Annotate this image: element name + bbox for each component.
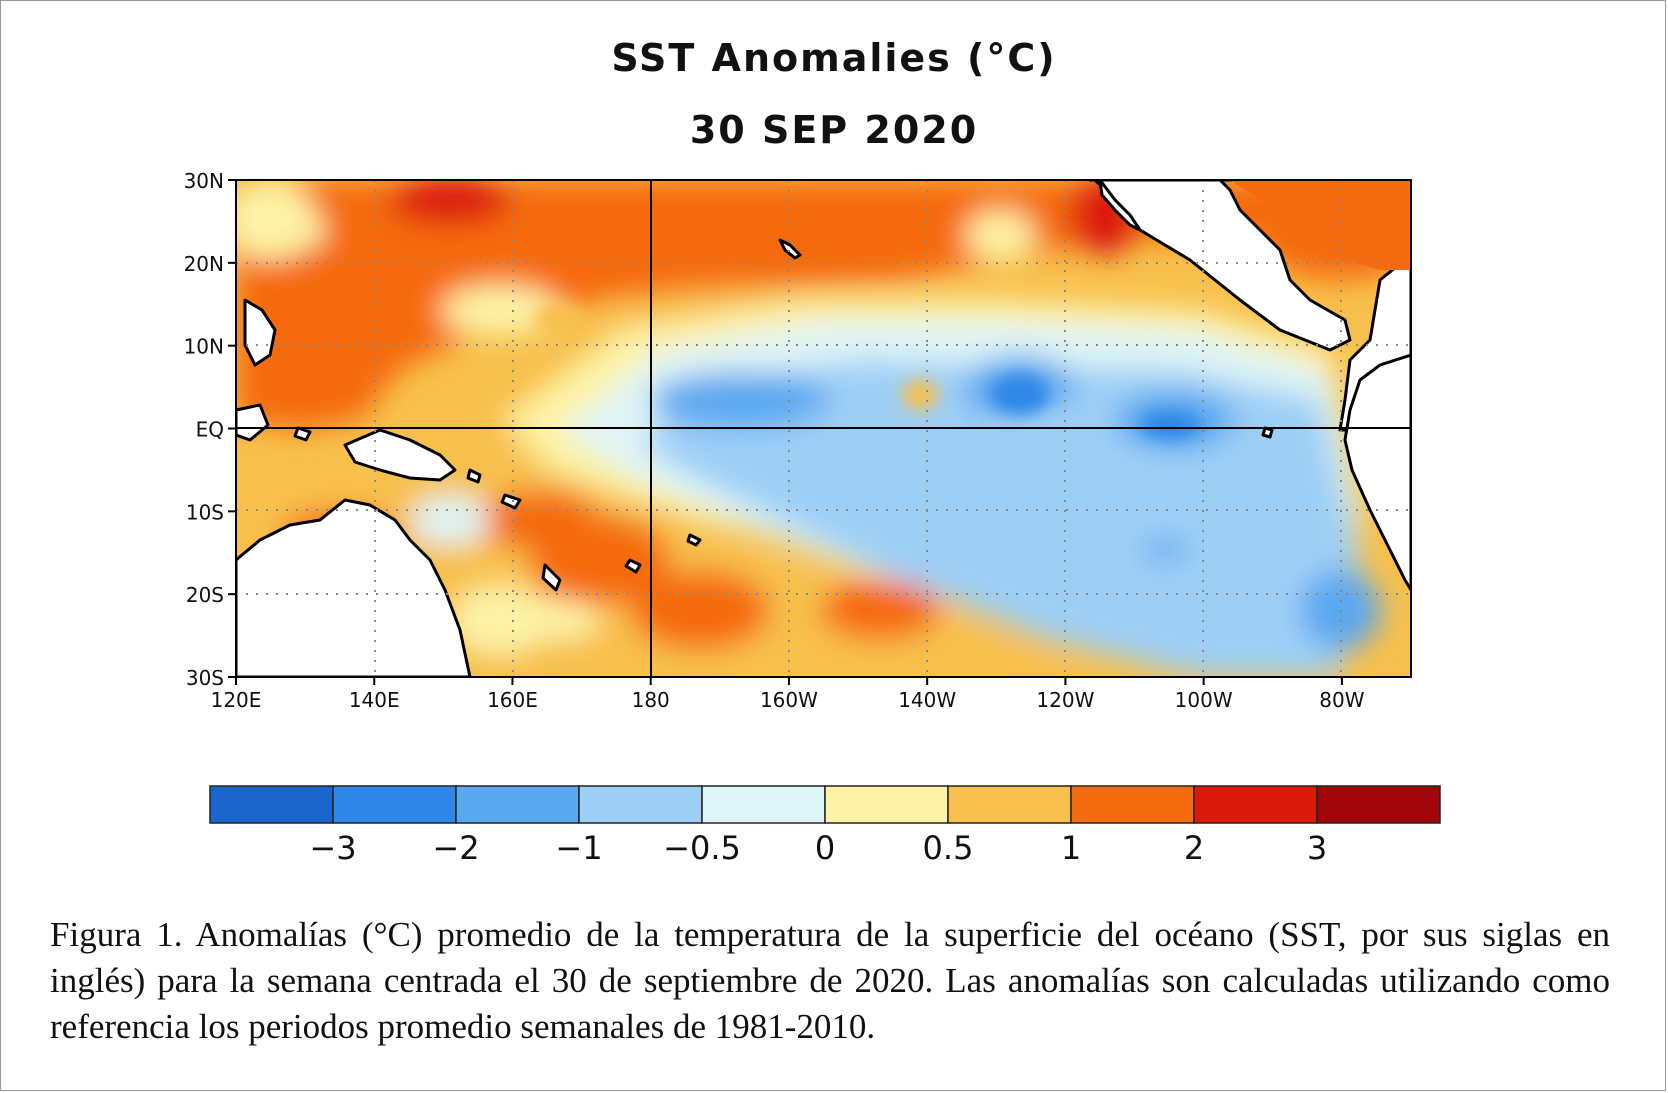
anomaly-field bbox=[236, 180, 1411, 677]
map-date: 30 SEP 2020 bbox=[689, 108, 979, 152]
sst-anomaly-map: 30N 20N 10N EQ 10S 20S 30S 120E 140E 160E 180 160W… bbox=[184, 169, 1441, 867]
lon-tick-label: 120W bbox=[1036, 688, 1094, 712]
map-title: SST Anomalies (°C) bbox=[611, 36, 1057, 80]
lat-tick-label: EQ bbox=[196, 418, 224, 442]
colorbar-label: 1 bbox=[1061, 829, 1081, 867]
lon-tick-label: 160W bbox=[760, 688, 818, 712]
figure-caption: Figura 1. Anomalías (°C) promedio de la … bbox=[50, 915, 1610, 1046]
colorbar-swatch bbox=[824, 785, 949, 824]
lon-tick-label: 120E bbox=[211, 688, 262, 712]
lat-tick-label: 30S bbox=[186, 666, 224, 690]
colorbar-swatch bbox=[455, 785, 580, 824]
colorbar-label: 3 bbox=[1307, 829, 1327, 867]
lon-tick-label: 160E bbox=[487, 688, 538, 712]
colorbar-label: 0 bbox=[815, 829, 835, 867]
reference-lines bbox=[236, 180, 1411, 677]
colorbar-label: −3 bbox=[309, 829, 356, 867]
lon-tick-label: 80W bbox=[1319, 688, 1364, 712]
lon-tick-label: 140W bbox=[898, 688, 956, 712]
lat-tick-label: 30N bbox=[184, 169, 224, 193]
colorbar: −3 −2 −1 −0.5 0 0.5 1 2 3 bbox=[209, 785, 1441, 867]
lon-tick-label: 140E bbox=[349, 688, 400, 712]
colorbar-label: −0.5 bbox=[663, 829, 741, 867]
colorbar-swatch bbox=[947, 785, 1072, 824]
colorbar-swatch bbox=[578, 785, 703, 824]
latitude-axis: 30N 20N 10N EQ 10S 20S 30S bbox=[184, 169, 236, 690]
lat-tick-label: 20S bbox=[186, 583, 224, 607]
lon-tick-label: 100W bbox=[1175, 688, 1233, 712]
longitude-axis: 120E 140E 160E 180 160W 140W 120W 100W 80W bbox=[211, 677, 1365, 712]
lat-tick-label: 20N bbox=[184, 252, 224, 276]
colorbar-swatch bbox=[701, 785, 826, 824]
colorbar-swatch bbox=[332, 785, 457, 824]
colorbar-label: 0.5 bbox=[923, 829, 974, 867]
anomaly-field-detail bbox=[535, 305, 1200, 439]
anomaly-field-shading bbox=[236, 180, 1411, 677]
lat-tick-label: 10N bbox=[184, 335, 224, 359]
land-masses bbox=[236, 180, 1411, 677]
colorbar-swatch bbox=[1193, 785, 1318, 824]
colorbar-label: 2 bbox=[1184, 829, 1204, 867]
lon-tick-label: 180 bbox=[632, 688, 670, 712]
colorbar-swatch bbox=[1316, 785, 1441, 824]
colorbar-label: −1 bbox=[555, 829, 602, 867]
colorbar-swatch bbox=[1070, 785, 1195, 824]
colorbar-swatch bbox=[209, 785, 334, 824]
lat-tick-label: 10S bbox=[186, 500, 224, 524]
colorbar-label: −2 bbox=[432, 829, 479, 867]
